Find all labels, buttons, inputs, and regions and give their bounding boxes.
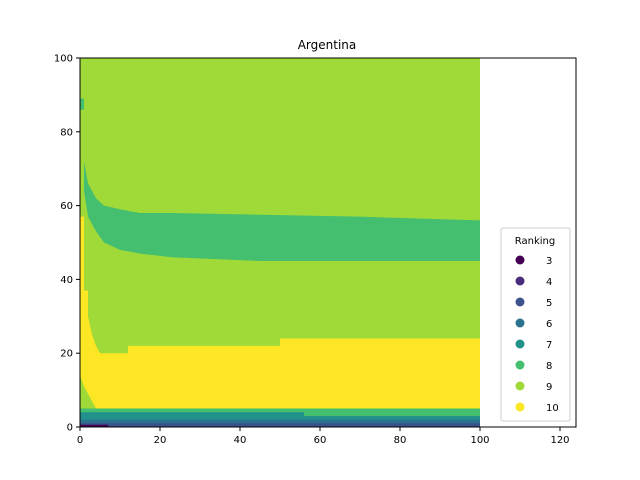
- legend-marker: [515, 402, 525, 412]
- legend-label: 6: [546, 319, 552, 330]
- chart-title: Argentina: [298, 38, 357, 52]
- region-ranking-3: [80, 424, 108, 427]
- legend-marker: [515, 276, 525, 286]
- x-axis: 0 20 40 60 80 100 120: [77, 427, 570, 446]
- x-tick-label: 100: [470, 435, 489, 446]
- plot-frame: [79, 57, 577, 428]
- legend-marker: [515, 255, 525, 265]
- legend-label: 9: [546, 382, 552, 393]
- region-ranking-5: [80, 423, 480, 427]
- legend-marker: [515, 360, 525, 370]
- x-tick-label: 80: [394, 435, 407, 446]
- legend-box: [500, 227, 571, 422]
- legend-label: 8: [546, 361, 552, 372]
- region-ranking-10: [80, 216, 480, 409]
- legend-label: 3: [546, 256, 552, 267]
- legend-label: 5: [546, 298, 552, 309]
- region-ranking-8: [80, 98, 84, 110]
- legend-label: 4: [546, 277, 552, 288]
- legend-marker: [515, 297, 525, 307]
- x-tick-label: 0: [77, 435, 83, 446]
- x-tick-label: 60: [314, 435, 327, 446]
- legend-label: 7: [546, 340, 552, 351]
- legend: Ranking 3 4 5 6 7 8 9 10: [500, 227, 571, 422]
- y-axis: 0 20 40 60 80 100: [54, 54, 80, 434]
- legend-marker: [515, 381, 525, 391]
- y-tick-label: 0: [67, 423, 73, 434]
- x-tick-label: 20: [154, 435, 167, 446]
- legend-marker: [515, 339, 525, 349]
- y-tick-label: 60: [60, 201, 73, 212]
- x-tick-label: 120: [550, 435, 569, 446]
- y-tick-label: 40: [60, 275, 73, 286]
- legend-title: Ranking: [515, 236, 555, 247]
- legend-marker: [515, 318, 525, 328]
- legend-label: 10: [546, 403, 559, 414]
- plot-regions: [80, 58, 480, 427]
- y-tick-label: 20: [60, 349, 73, 360]
- y-tick-label: 100: [54, 54, 73, 65]
- legend-entries: 3 4 5 6 7 8 9 10: [515, 255, 559, 414]
- region-ranking-8: [84, 161, 480, 261]
- x-tick-label: 40: [234, 435, 247, 446]
- y-tick-label: 80: [60, 127, 73, 138]
